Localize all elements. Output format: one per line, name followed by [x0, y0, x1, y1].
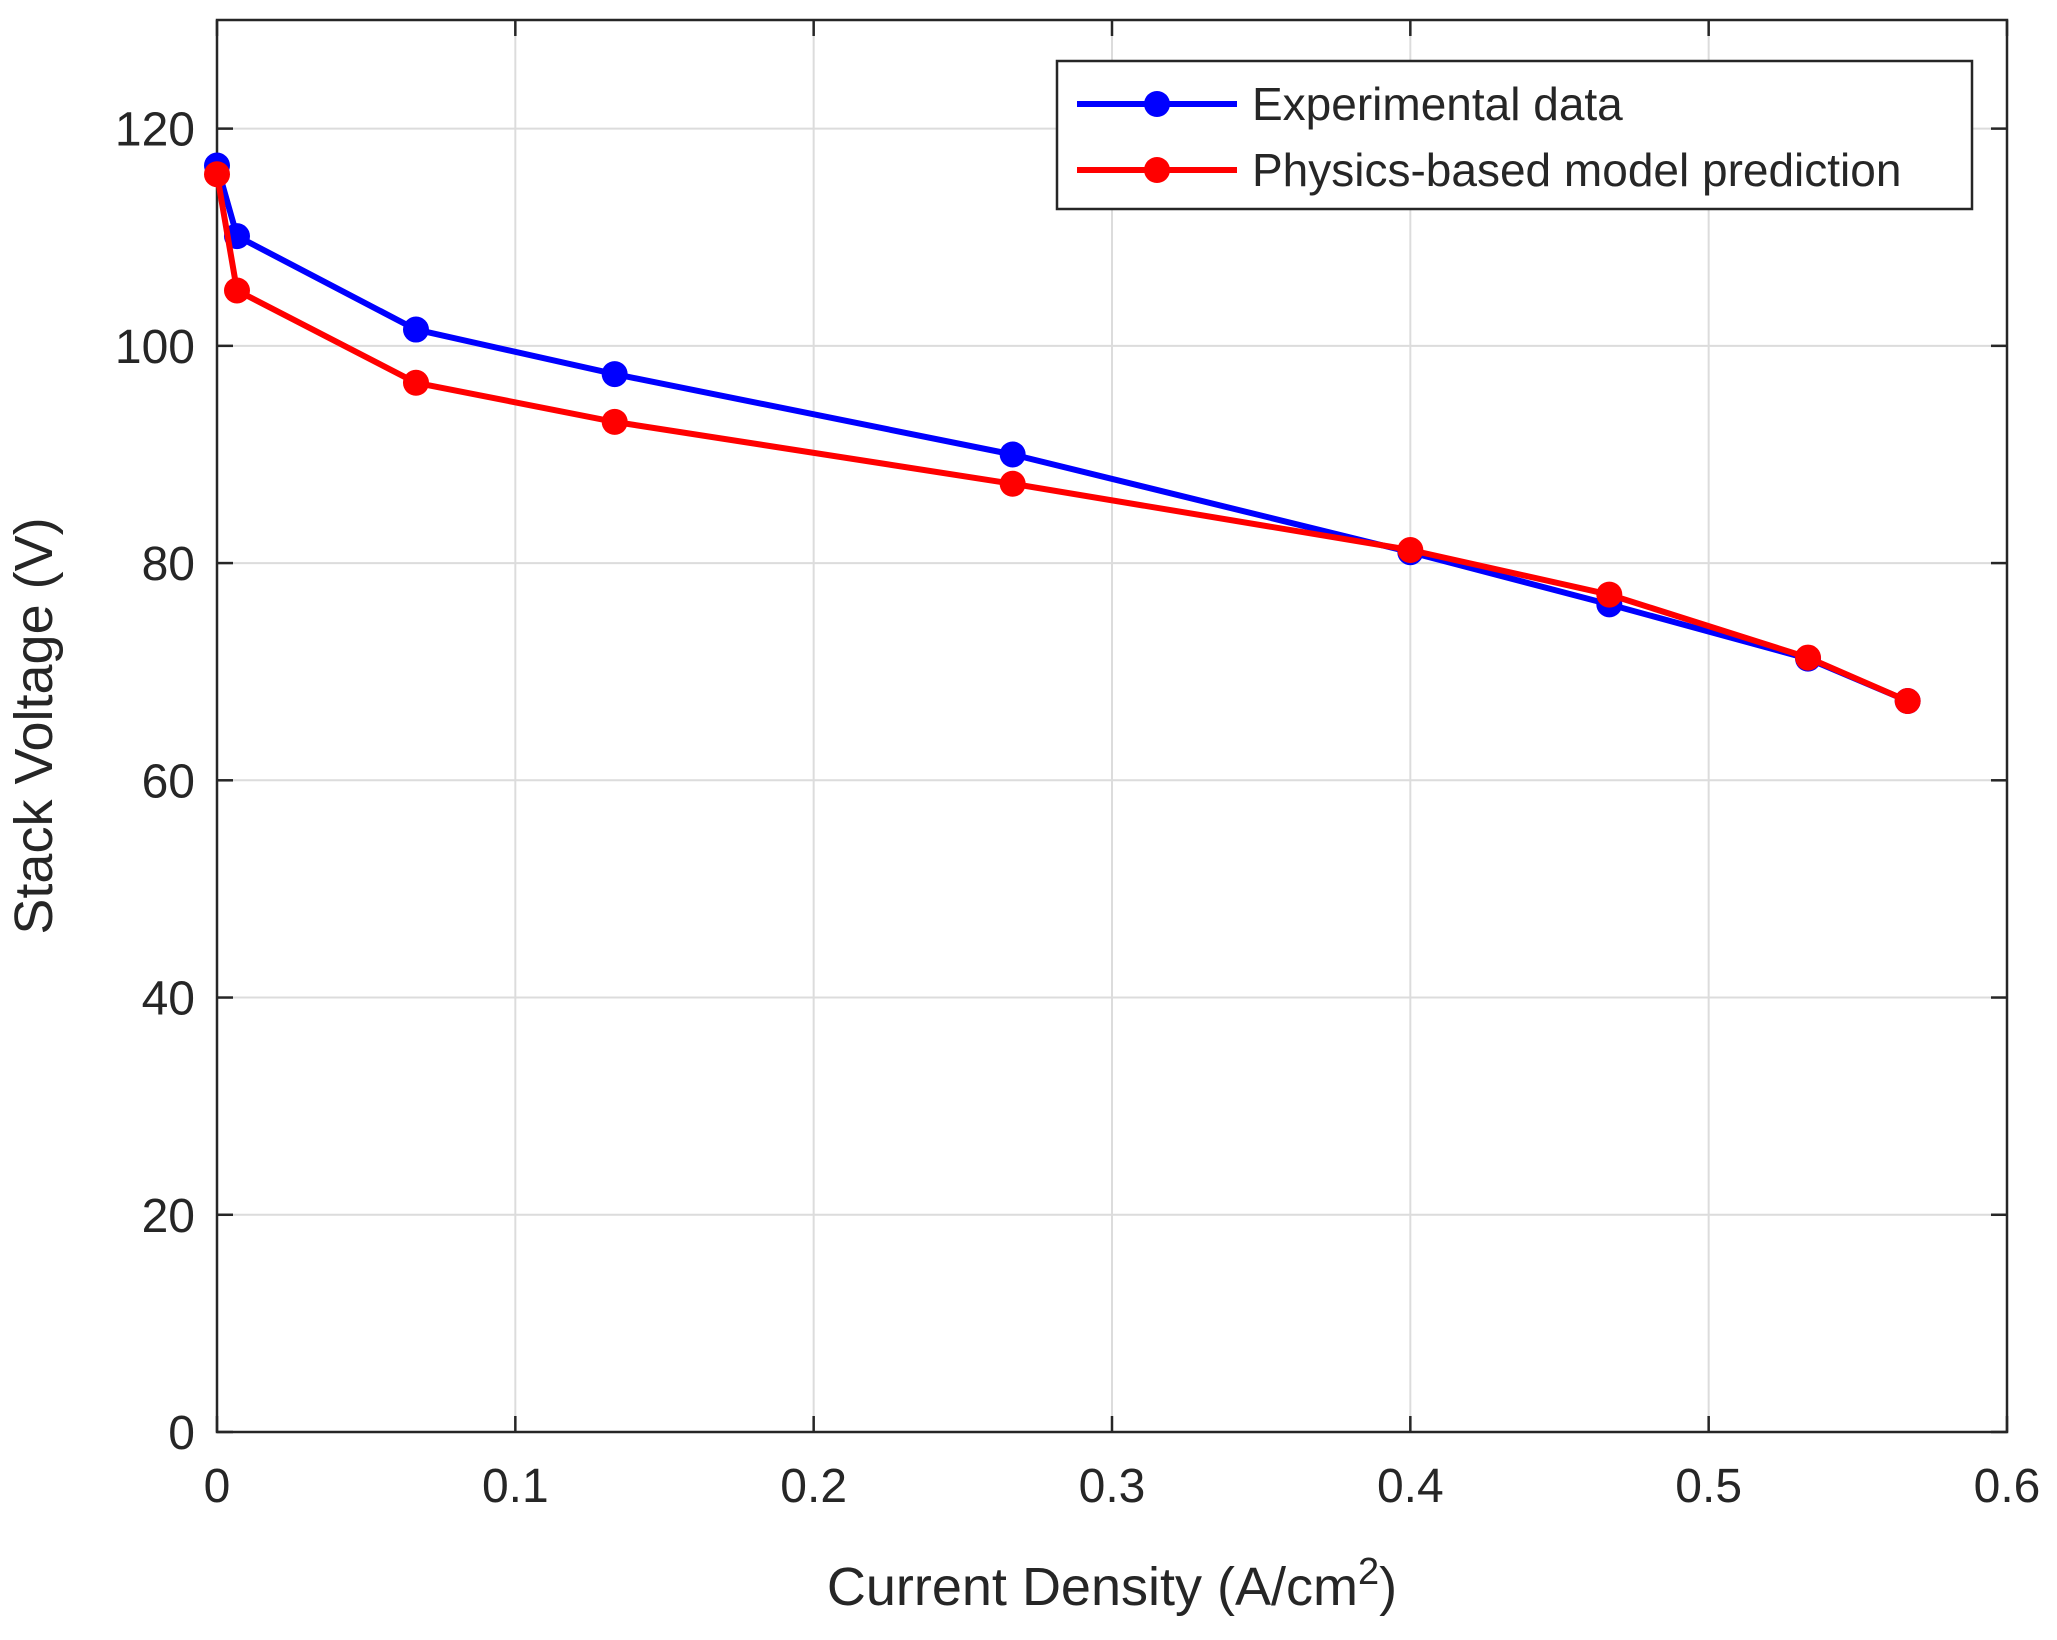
legend-marker-swatch — [1144, 157, 1170, 183]
x-tick-label: 0.4 — [1377, 1460, 1444, 1513]
x-tick-label: 0.1 — [482, 1460, 549, 1513]
x-tick-label: 0.6 — [1974, 1460, 2041, 1513]
legend-label: Experimental data — [1252, 78, 1623, 130]
y-tick-label: 0 — [168, 1407, 195, 1460]
y-tick-label: 40 — [142, 973, 195, 1026]
x-tick-label: 0 — [204, 1460, 231, 1513]
x-tick-label: 0.3 — [1079, 1460, 1146, 1513]
legend-label: Physics-based model prediction — [1252, 144, 1901, 196]
legend-box — [1055, 59, 1974, 211]
data-point — [1894, 688, 1921, 715]
data-point — [999, 470, 1026, 497]
y-tick-label: 60 — [142, 755, 195, 808]
x-axis-label: Current Density (A/cm2) — [827, 1551, 1397, 1617]
data-point — [402, 369, 429, 396]
series-layer — [204, 152, 1921, 715]
data-point — [402, 316, 429, 343]
grid-lines — [217, 20, 2007, 1432]
data-point — [999, 441, 1026, 468]
data-point — [223, 277, 250, 304]
axis-ticks: 0 0.1 0.2 0.3 0.4 0.5 0.6 0 20 40 60 80 100 120 — [115, 20, 2040, 1513]
y-axis-label: Stack Voltage (V) — [4, 517, 64, 934]
data-point — [1596, 581, 1623, 608]
x-axis-label-superscript: 2 — [1358, 1551, 1379, 1593]
legend-items: Experimental data Physics-based model pre… — [1077, 78, 1901, 196]
data-point — [1397, 537, 1424, 564]
x-axis-label-main: Current Density (A/cm — [827, 1557, 1358, 1617]
legend-item: Physics-based model prediction — [1077, 144, 1901, 196]
data-point — [204, 161, 230, 188]
x-tick-label: 0.5 — [1675, 1460, 1742, 1513]
y-tick-label: 100 — [115, 321, 195, 374]
x-axis-label-suffix: ) — [1379, 1557, 1397, 1617]
x-tick-label: 0.2 — [780, 1460, 847, 1513]
y-tick-label: 20 — [142, 1190, 195, 1243]
y-tick-label: 120 — [115, 104, 195, 157]
legend-item: Experimental data — [1077, 78, 1623, 130]
legend: Experimental data Physics-based model pre… — [1055, 59, 1974, 211]
data-point — [601, 361, 628, 388]
data-point — [1795, 644, 1822, 671]
legend-marker-swatch — [1144, 91, 1170, 117]
series-model-prediction — [204, 161, 1921, 715]
y-tick-label: 80 — [142, 538, 195, 591]
data-point — [601, 408, 628, 435]
